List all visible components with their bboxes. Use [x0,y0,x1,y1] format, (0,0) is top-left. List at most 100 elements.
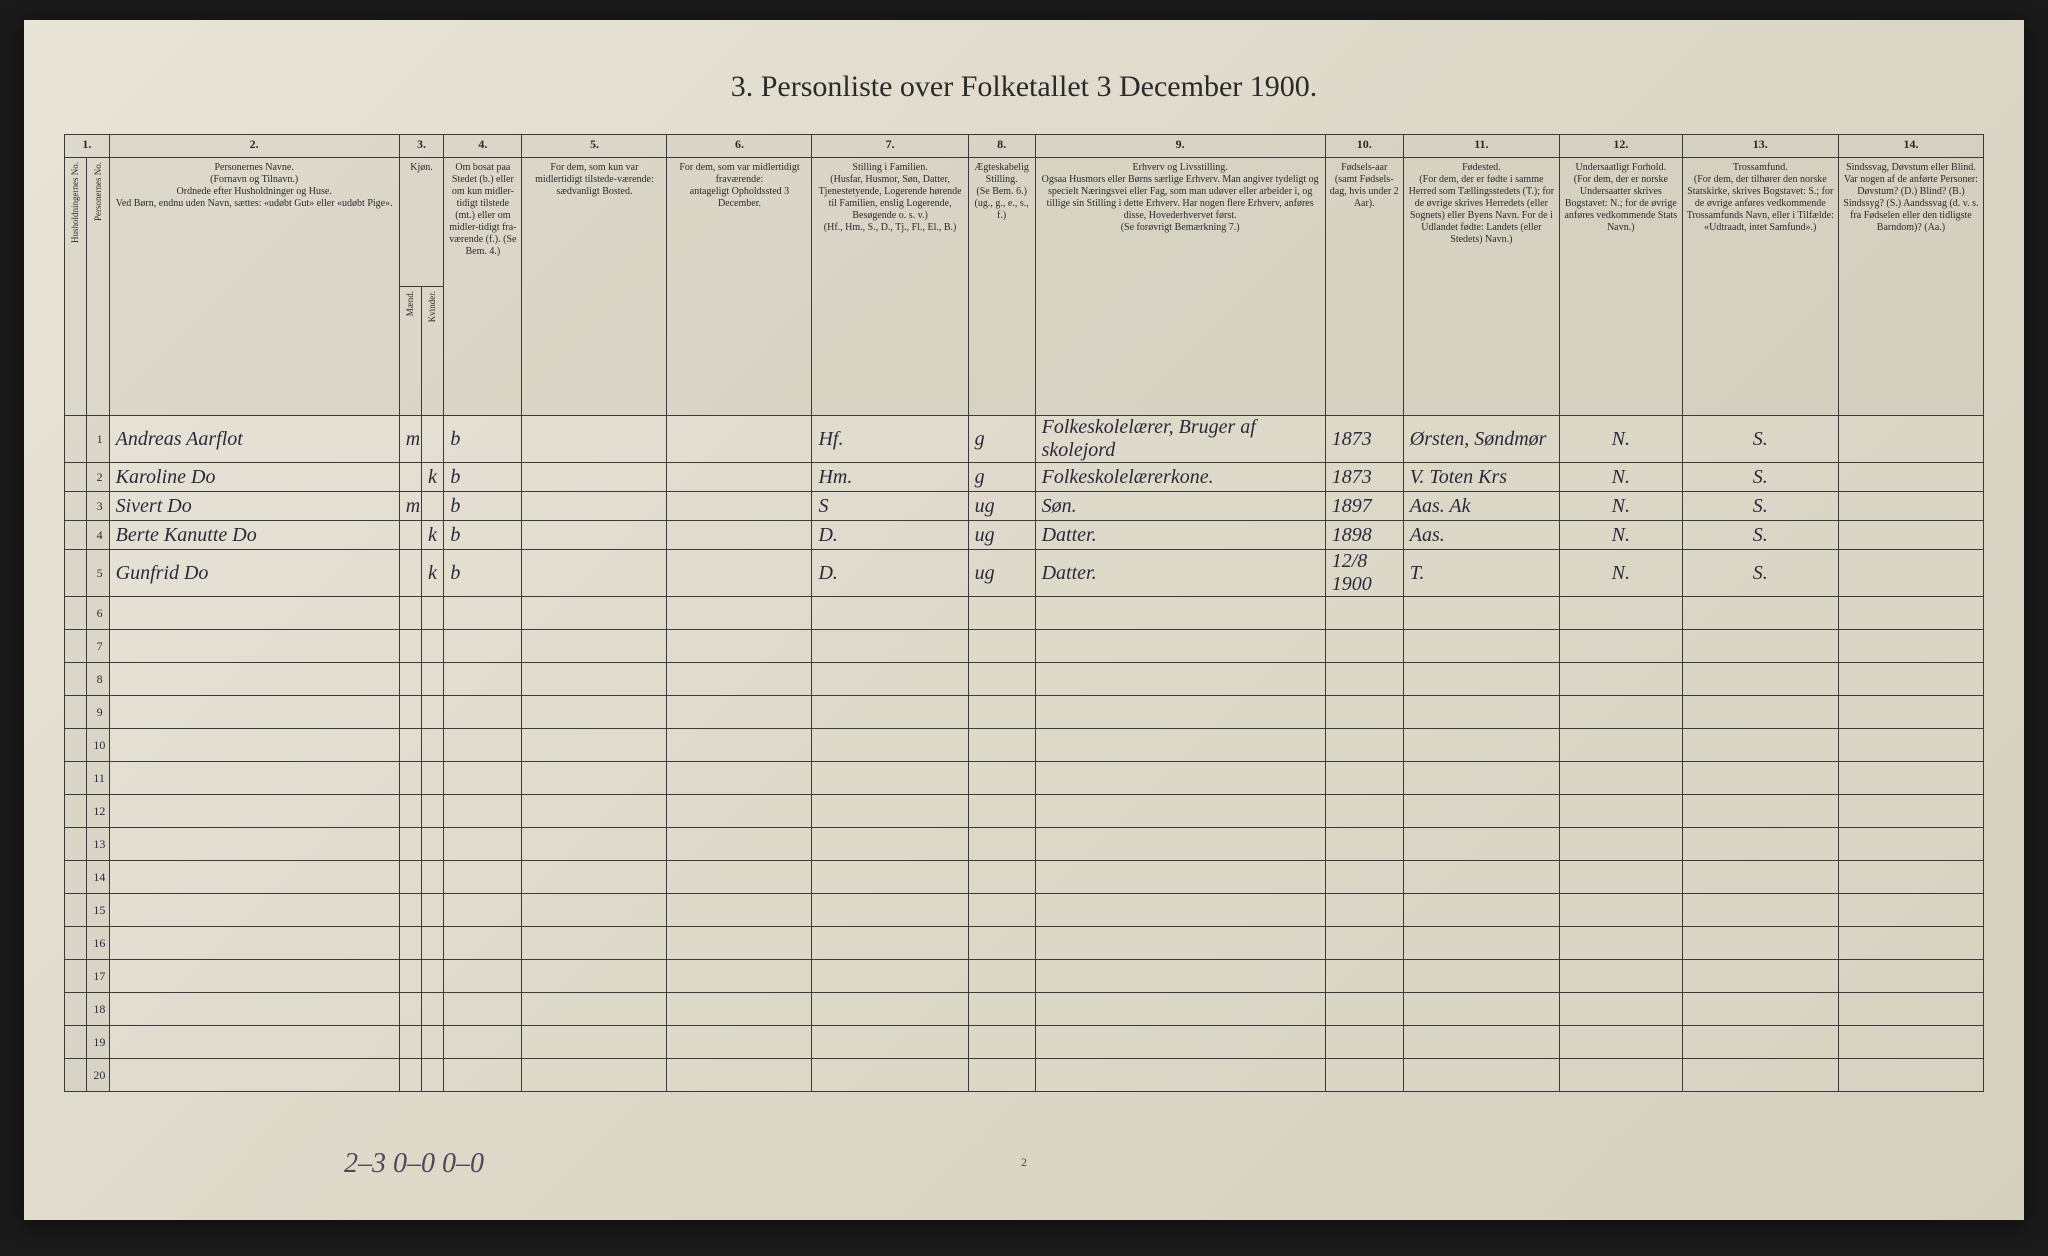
table-cell: Folkeskolelærer, Bruger af skolejord [1035,416,1325,463]
table-cell [522,894,667,927]
table-cell [444,861,522,894]
table-cell [1403,927,1559,960]
table-cell [968,828,1035,861]
table-cell [444,696,522,729]
table-cell [444,1059,522,1092]
table-cell: ug [968,521,1035,550]
table-cell [1682,597,1838,630]
column-number: 11. [1403,135,1559,158]
table-cell [422,729,444,762]
table-cell: k [422,550,444,597]
table-cell [422,696,444,729]
table-cell [1035,861,1325,894]
table-cell [1838,597,1983,630]
table-cell [667,521,812,550]
table-cell [1838,663,1983,696]
table-cell [1325,861,1403,894]
table-cell [1325,663,1403,696]
table-cell [444,795,522,828]
table-cell [65,927,87,960]
table-cell [1559,960,1682,993]
table-cell [1559,630,1682,663]
table-cell [422,492,444,521]
table-cell [109,696,399,729]
table-cell [1838,1059,1983,1092]
table-cell: N. [1559,463,1682,492]
table-cell [968,762,1035,795]
table-cell [1559,762,1682,795]
table-cell [1838,696,1983,729]
table-cell [422,663,444,696]
table-cell [444,1026,522,1059]
table-cell [812,828,968,861]
table-cell [109,927,399,960]
table-cell [1035,597,1325,630]
table-cell [109,828,399,861]
table-cell: 9 [87,696,109,729]
table-cell [1559,597,1682,630]
table-cell [399,696,421,729]
table-cell [1325,1026,1403,1059]
table-row: 19 [65,1026,1984,1059]
table-cell [1325,795,1403,828]
table-cell [522,550,667,597]
table-cell [444,630,522,663]
column-header: Stilling i Familien.(Husfar, Husmor, Søn… [812,158,968,416]
table-cell [1838,894,1983,927]
table-cell [1682,993,1838,1026]
table-cell [109,1059,399,1092]
table-cell [1035,795,1325,828]
table-cell [109,960,399,993]
table-cell [812,729,968,762]
column-number: 14. [1838,135,1983,158]
table-cell [812,894,968,927]
table-cell: ug [968,492,1035,521]
table-cell [1559,1026,1682,1059]
table-row: 11 [65,762,1984,795]
table-cell [444,729,522,762]
table-cell: D. [812,550,968,597]
bottom-handwritten-note: 2–3 0–0 0–0 [344,1148,484,1180]
table-cell [444,597,522,630]
table-row: 3Sivert DombSugSøn.1897Aas. AkN.S. [65,492,1984,521]
table-cell [522,463,667,492]
column-header: Fødested.(For dem, der er fødte i samme … [1403,158,1559,416]
table-cell [1838,1026,1983,1059]
table-cell [1838,463,1983,492]
table-cell [399,1026,421,1059]
table-cell [968,1026,1035,1059]
column-header: Ægteskabelig Stilling.(Se Bem. 6.)(ug., … [968,158,1035,416]
table-cell [812,597,968,630]
table-cell [1403,795,1559,828]
column-header: Kvinder. [422,287,444,416]
table-cell [65,729,87,762]
table-cell: S. [1682,492,1838,521]
table-cell [1035,630,1325,663]
table-cell: S. [1682,463,1838,492]
table-cell [1035,663,1325,696]
column-header: Om bosat paa Stedet (b.) eller om kun mi… [444,158,522,416]
table-cell: Ørsten, Søndmør [1403,416,1559,463]
column-header: Personernes No. [87,158,109,416]
table-row: 16 [65,927,1984,960]
table-cell [812,696,968,729]
table-cell: Gunfrid Do [109,550,399,597]
column-number: 3. [399,135,444,158]
table-cell: 13 [87,828,109,861]
table-cell [1035,960,1325,993]
table-cell [522,993,667,1026]
table-cell: 4 [87,521,109,550]
table-cell [1035,762,1325,795]
table-cell [1325,1059,1403,1092]
table-cell: 18 [87,993,109,1026]
table-cell [444,894,522,927]
table-cell [422,630,444,663]
table-cell [1838,795,1983,828]
table-cell [1035,993,1325,1026]
table-cell [522,1059,667,1092]
printed-page-number: 2 [1021,1155,1027,1170]
table-cell [812,762,968,795]
table-cell [1559,663,1682,696]
table-cell [422,1026,444,1059]
table-cell [1838,927,1983,960]
